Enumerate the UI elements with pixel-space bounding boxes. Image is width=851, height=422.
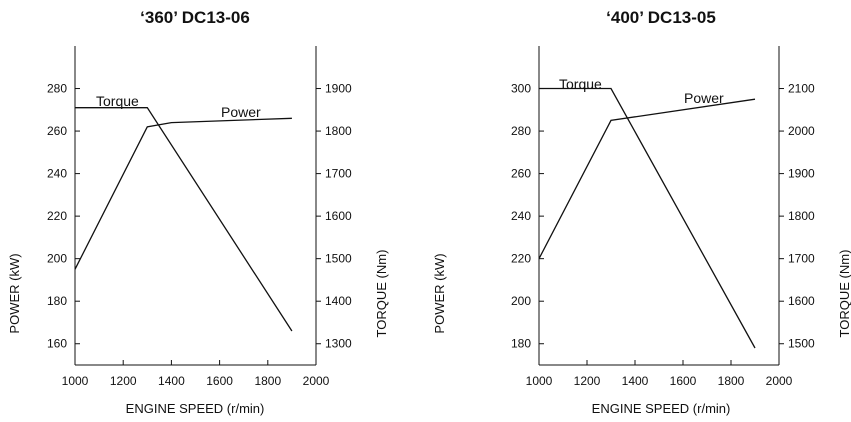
series-label-torque: Torque — [96, 93, 139, 109]
y-left-tick-label: 260 — [47, 124, 67, 138]
y-axis-label-left: POWER (kW) — [432, 253, 447, 333]
chart-title: ‘360’ DC13-06 — [140, 8, 250, 27]
chart-360-dc13-06: ‘360’ DC13-06 1000 1200 1400 1600 1800 2000 160… — [7, 8, 389, 416]
series-line-power — [538, 98, 756, 260]
y-right-tick-label: 1900 — [788, 167, 815, 181]
chart-title: ‘400’ DC13-05 — [606, 8, 716, 27]
y-right-tick-label: 1800 — [325, 124, 352, 138]
series-line-power — [74, 117, 292, 270]
x-tick-label: 1800 — [718, 374, 745, 388]
y-right-tick-label: 2100 — [788, 82, 815, 96]
x-tick-label: 1400 — [158, 374, 185, 388]
y-left-tick-label: 240 — [511, 209, 531, 223]
y-right-tick-label: 1500 — [788, 337, 815, 351]
y-axis-label-left: POWER (kW) — [7, 253, 22, 333]
series-label-power: Power — [221, 104, 261, 120]
y-right-tick-label: 1700 — [325, 167, 352, 181]
series-line-torque — [539, 87, 756, 349]
chart-400-dc13-05: ‘400’ DC13-05 1000 1200 1400 1600 1800 2000 180… — [432, 8, 851, 416]
y-right-tick-label: 2000 — [788, 124, 815, 138]
x-tick-label: 1000 — [526, 374, 553, 388]
x-tick-label: 1400 — [622, 374, 649, 388]
x-tick-label: 1000 — [62, 374, 89, 388]
y-left-tick-label: 300 — [511, 82, 531, 96]
x-tick-label: 1800 — [254, 374, 281, 388]
y-left-tick-label: 180 — [511, 337, 531, 351]
y-right-tick-label: 1500 — [325, 252, 352, 266]
x-tick-label: 1600 — [206, 374, 233, 388]
x-axis-label: ENGINE SPEED (r/min) — [126, 401, 265, 416]
series-label-torque: Torque — [559, 76, 602, 92]
y-left-tick-label: 180 — [47, 294, 67, 308]
y-right-tick-label: 1600 — [788, 294, 815, 308]
y-right-tick-label: 1900 — [325, 82, 352, 96]
y-right-tick-label: 1800 — [788, 209, 815, 223]
series-line-torque — [75, 107, 293, 332]
y-axis-label-right: TORQUE (Nm) — [837, 250, 851, 338]
y-left-tick-label: 220 — [511, 252, 531, 266]
y-right-tick-label: 1600 — [325, 209, 352, 223]
y-left-tick-label: 220 — [47, 209, 67, 223]
y-right-tick-label: 1300 — [325, 337, 352, 351]
y-axis-label-right: TORQUE (Nm) — [374, 250, 389, 338]
y-left-tick-label: 280 — [511, 124, 531, 138]
y-left-tick-label: 260 — [511, 167, 531, 181]
series-label-power: Power — [684, 90, 724, 106]
y-right-tick-label: 1400 — [325, 294, 352, 308]
y-left-tick-label: 160 — [47, 337, 67, 351]
y-left-tick-label: 200 — [47, 252, 67, 266]
y-left-tick-label: 200 — [511, 294, 531, 308]
x-tick-label: 1200 — [574, 374, 601, 388]
y-left-tick-label: 280 — [47, 82, 67, 96]
x-tick-label: 1200 — [110, 374, 137, 388]
x-tick-label: 1600 — [670, 374, 697, 388]
x-tick-label: 2000 — [766, 374, 793, 388]
x-tick-label: 2000 — [303, 374, 330, 388]
x-axis-label: ENGINE SPEED (r/min) — [592, 401, 731, 416]
y-right-tick-label: 1700 — [788, 252, 815, 266]
y-left-tick-label: 240 — [47, 167, 67, 181]
